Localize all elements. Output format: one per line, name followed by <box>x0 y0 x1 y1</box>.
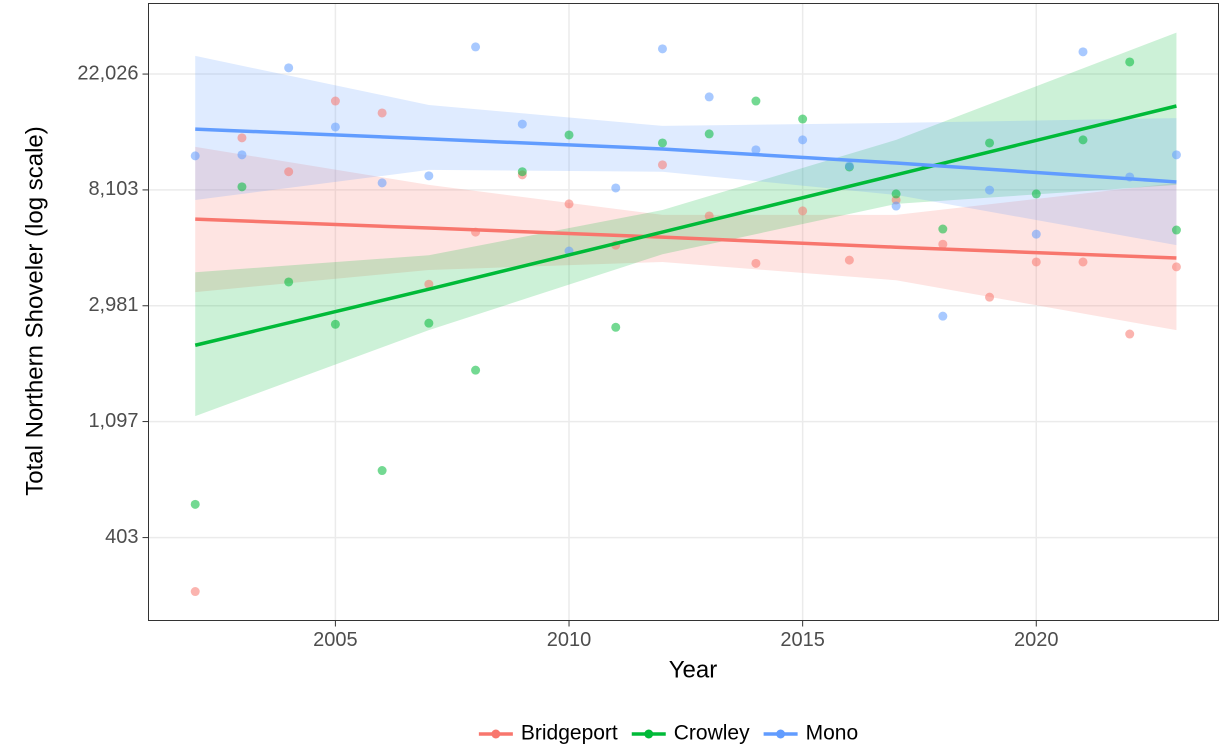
data-point <box>424 171 434 181</box>
y-axis-title: Total Northern Shoveler (log scale) <box>21 126 48 496</box>
x-tick-label: 2020 <box>1014 629 1059 651</box>
legend-item: Bridgeport <box>478 722 618 745</box>
data-point <box>284 63 294 73</box>
data-point <box>1031 189 1041 199</box>
data-point <box>611 322 621 332</box>
data-point <box>704 129 714 139</box>
fit-line <box>195 127 1177 184</box>
data-point <box>985 185 995 195</box>
data-point <box>751 145 761 155</box>
data-point <box>1171 225 1181 235</box>
y-tick-label: 22,026 <box>77 62 138 84</box>
data-point <box>844 255 854 265</box>
data-point <box>704 211 714 221</box>
data-point <box>1171 262 1181 272</box>
data-point <box>237 182 247 192</box>
data-point <box>1031 257 1041 267</box>
legend-item: Mono <box>763 722 859 745</box>
data-point <box>517 119 527 129</box>
data-point <box>657 44 667 54</box>
legend-key-point <box>776 729 786 739</box>
data-point <box>517 167 527 177</box>
data-point <box>284 277 294 287</box>
data-point <box>985 292 995 302</box>
data-point <box>938 239 948 249</box>
y-tick-label: 1,097 <box>88 410 138 432</box>
x-tick-label: 2010 <box>547 629 592 651</box>
x-axis-title: Year <box>669 656 718 683</box>
x-tick-label: 2015 <box>780 629 825 651</box>
data-point <box>657 160 667 170</box>
data-point <box>330 319 340 329</box>
legend-label: Mono <box>806 722 859 745</box>
data-point <box>377 178 387 188</box>
fit-line <box>194 104 1177 347</box>
y-tick-label: 403 <box>105 526 138 548</box>
data-point <box>564 199 574 209</box>
data-point <box>798 114 808 124</box>
x-tick-label: 2005 <box>313 629 358 651</box>
data-point <box>751 96 761 106</box>
data-point <box>377 466 387 476</box>
confidence-band <box>195 32 1177 417</box>
legend-label: Crowley <box>674 722 750 745</box>
data-point <box>657 138 667 148</box>
data-point <box>424 279 434 289</box>
y-tick-label: 2,981 <box>88 294 138 316</box>
data-point <box>938 311 948 321</box>
data-point <box>798 135 808 145</box>
data-point <box>938 224 948 234</box>
data-point <box>190 587 200 597</box>
fit-lines <box>194 104 1177 347</box>
data-point <box>891 189 901 199</box>
data-point <box>1031 229 1041 239</box>
data-point <box>1171 150 1181 160</box>
data-point <box>844 161 854 171</box>
data-point <box>190 151 200 161</box>
data-point <box>237 150 247 160</box>
data-point <box>1078 257 1088 267</box>
fit-line <box>195 217 1177 260</box>
data-point <box>330 96 340 106</box>
data-point <box>284 167 294 177</box>
data-point <box>1078 47 1088 57</box>
data-point <box>237 133 247 143</box>
data-point <box>471 365 481 375</box>
data-point <box>1078 135 1088 145</box>
data-point <box>798 206 808 216</box>
legend-label: Bridgeport <box>521 722 618 745</box>
legend-key-point <box>644 729 654 739</box>
legend: Bridgeport Crowley Mono <box>478 722 859 745</box>
data-point <box>704 92 714 102</box>
legend-key-point <box>491 729 501 739</box>
data-point <box>751 258 761 268</box>
data-point <box>330 122 340 132</box>
data-point <box>471 42 481 52</box>
y-tick-label: 8,103 <box>88 178 138 200</box>
data-point <box>190 499 200 509</box>
data-point <box>377 108 387 118</box>
data-point <box>891 201 901 211</box>
data-point <box>611 183 621 193</box>
data-point <box>424 318 434 328</box>
data-point <box>1125 57 1135 67</box>
data-point <box>564 130 574 140</box>
data-point <box>1125 329 1135 339</box>
legend-item: Crowley <box>631 722 750 745</box>
data-point <box>985 138 995 148</box>
